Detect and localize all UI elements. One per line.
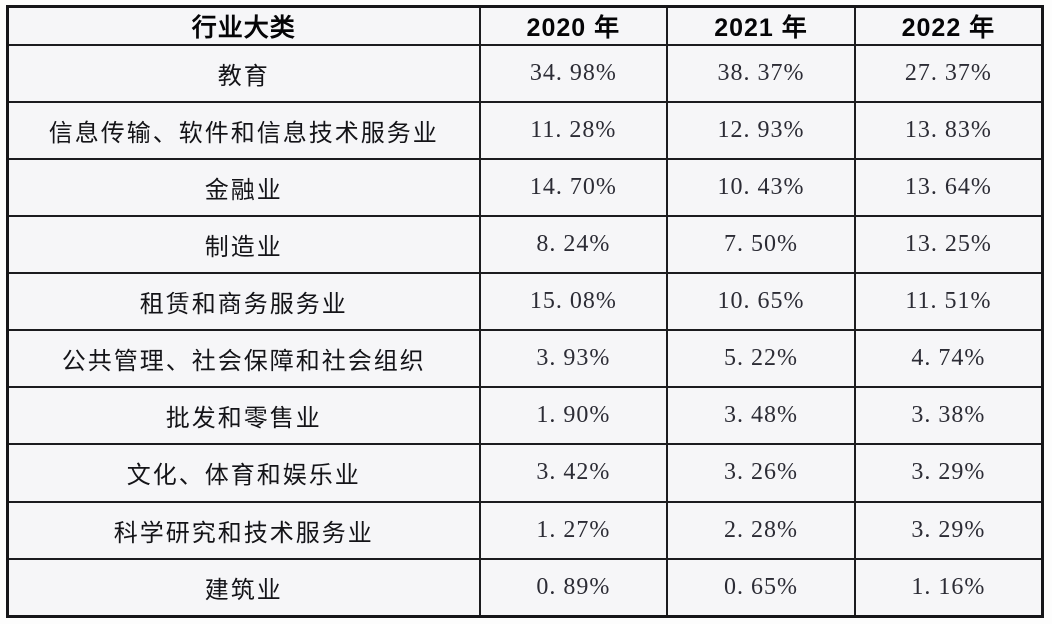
value-2021: 5. 22% [666, 329, 856, 389]
table-row-scientific-research: 科学研究和技术服务业 1. 27% 2. 28% 3. 29% [6, 500, 1044, 560]
value-2020: 3. 93% [478, 329, 669, 389]
table-row-culture-sports-entertainment: 文化、体育和娱乐业 3. 42% 3. 26% 3. 29% [6, 443, 1044, 503]
value-2020: 1. 27% [478, 500, 669, 560]
row-category: 金融业 [6, 158, 481, 218]
column-header-2020: 2020 年 [478, 5, 669, 46]
value-2021: 3. 48% [666, 386, 856, 446]
column-header-category: 行业大类 [6, 5, 481, 46]
row-category: 批发和零售业 [6, 386, 481, 446]
row-category: 建筑业 [6, 557, 481, 618]
industry-share-table-container: 行业大类 2020 年 2021 年 2022 年 教育 34. 98% 38.… [6, 5, 1044, 618]
header-row: 行业大类 2020 年 2021 年 2022 年 [6, 5, 1044, 46]
value-2020: 11. 28% [478, 101, 669, 161]
value-2022: 4. 74% [853, 329, 1044, 389]
table-row-wholesale-retail: 批发和零售业 1. 90% 3. 48% 3. 38% [6, 386, 1044, 446]
value-2021: 10. 65% [666, 272, 856, 332]
value-2022: 13. 64% [853, 158, 1044, 218]
value-2022: 27. 37% [853, 43, 1044, 104]
value-2020: 8. 24% [478, 215, 669, 275]
column-header-2022: 2022 年 [853, 5, 1044, 46]
row-category: 信息传输、软件和信息技术服务业 [6, 101, 481, 161]
value-2021: 7. 50% [666, 215, 856, 275]
value-2022: 3. 38% [853, 386, 1044, 446]
value-2022: 13. 25% [853, 215, 1044, 275]
table-row-information-technology: 信息传输、软件和信息技术服务业 11. 28% 12. 93% 13. 83% [6, 101, 1044, 161]
value-2021: 10. 43% [666, 158, 856, 218]
value-2021: 38. 37% [666, 43, 856, 104]
value-2020: 3. 42% [478, 443, 669, 503]
value-2020: 15. 08% [478, 272, 669, 332]
value-2022: 3. 29% [853, 500, 1044, 560]
row-category: 教育 [6, 43, 481, 104]
row-category: 公共管理、社会保障和社会组织 [6, 329, 481, 389]
table-row-manufacturing: 制造业 8. 24% 7. 50% 13. 25% [6, 215, 1044, 275]
table-row-finance: 金融业 14. 70% 10. 43% 13. 64% [6, 158, 1044, 218]
table-row-public-administration: 公共管理、社会保障和社会组织 3. 93% 5. 22% 4. 74% [6, 329, 1044, 389]
value-2021: 3. 26% [666, 443, 856, 503]
value-2022: 3. 29% [853, 443, 1044, 503]
value-2021: 12. 93% [666, 101, 856, 161]
row-category: 制造业 [6, 215, 481, 275]
table-row-construction: 建筑业 0. 89% 0. 65% 1. 16% [6, 557, 1044, 618]
value-2020: 34. 98% [478, 43, 669, 104]
row-category: 租赁和商务服务业 [6, 272, 481, 332]
value-2020: 0. 89% [478, 557, 669, 618]
column-header-2021: 2021 年 [666, 5, 856, 46]
value-2021: 0. 65% [666, 557, 856, 618]
value-2020: 1. 90% [478, 386, 669, 446]
row-category: 文化、体育和娱乐业 [6, 443, 481, 503]
table-row-leasing-business-services: 租赁和商务服务业 15. 08% 10. 65% 11. 51% [6, 272, 1044, 332]
value-2020: 14. 70% [478, 158, 669, 218]
industry-share-table: 行业大类 2020 年 2021 年 2022 年 教育 34. 98% 38.… [6, 5, 1044, 618]
table-row-education: 教育 34. 98% 38. 37% 27. 37% [6, 43, 1044, 104]
value-2022: 11. 51% [853, 272, 1044, 332]
row-category: 科学研究和技术服务业 [6, 500, 481, 560]
value-2022: 1. 16% [853, 557, 1044, 618]
value-2021: 2. 28% [666, 500, 856, 560]
value-2022: 13. 83% [853, 101, 1044, 161]
